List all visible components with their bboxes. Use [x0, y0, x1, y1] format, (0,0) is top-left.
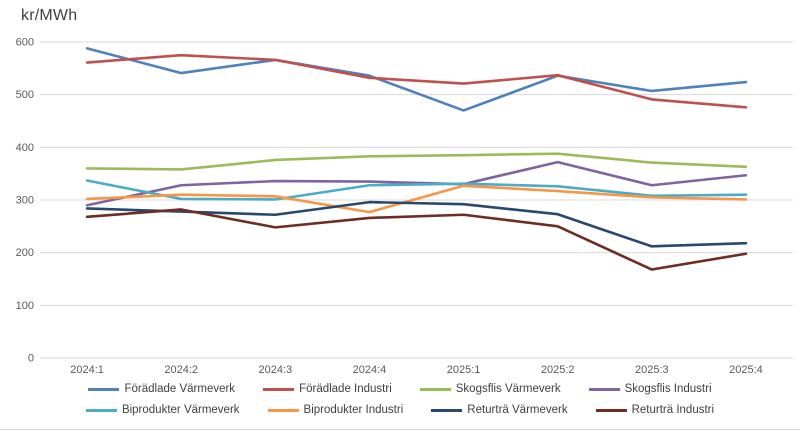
- y-axis-label: 600: [16, 37, 34, 49]
- x-axis-label: 2025:1: [447, 364, 481, 376]
- series-line-returtr-industri: [85, 208, 748, 271]
- legend-line-swatch: [588, 387, 620, 391]
- x-axis-label: 2025:3: [635, 364, 669, 376]
- chart-title: kr/MWh: [21, 7, 78, 24]
- legend-item-f-r-dlade-v-rmeverk: Förädlade Värmeverk: [88, 379, 235, 399]
- legend-label: Skogsflis Värmeverk: [455, 383, 561, 395]
- legend-label: Förädlade Industri: [299, 383, 392, 395]
- legend-label: Skogsflis Industri: [624, 383, 712, 395]
- legend-item-f-r-dlade-industri: Förädlade Industri: [263, 379, 392, 399]
- chart-legend: Förädlade Värmeverk Förädlade Industri Sko…: [0, 379, 800, 420]
- x-axis-label: 2025:4: [729, 364, 763, 376]
- series-line-f-r-dlade-v-rmeverk: [85, 47, 748, 112]
- series-line-skogsflis-v-rmeverk: [85, 152, 748, 171]
- y-axis-label: 300: [16, 195, 34, 207]
- legend-line-swatch: [431, 408, 463, 412]
- legend-label: Returträ Värmeverk: [467, 404, 568, 416]
- y-axis-label: 100: [16, 300, 34, 312]
- legend-item-biprodukter-v-rmeverk: Biprodukter Värmeverk: [85, 400, 240, 420]
- series-line-skogsflis-industri: [85, 160, 748, 207]
- x-axis-label: 2024:4: [353, 364, 387, 376]
- plot-area: 0 100 200 300 400 500 600 2024:1 2024:2 2024:3 202…: [16, 37, 793, 376]
- legend-line-swatch: [595, 408, 627, 412]
- chart-bottom-border: [0, 429, 800, 430]
- series-line-returtr-v-rmeverk: [85, 200, 748, 248]
- legend-item-skogsflis-v-rmeverk: Skogsflis Värmeverk: [419, 379, 561, 399]
- legend-line-swatch: [85, 408, 117, 412]
- x-axis-label: 2025:2: [541, 364, 575, 376]
- legend-item-skogsflis-industri: Skogsflis Industri: [588, 379, 712, 399]
- legend-label: Biprodukter Värmeverk: [121, 404, 240, 416]
- y-axis-label: 200: [16, 247, 34, 259]
- legend-label: Biprodukter Industri: [303, 404, 404, 416]
- legend-line-swatch: [419, 387, 451, 391]
- legend-label: Returträ Industri: [631, 404, 715, 416]
- x-axis-label: 2024:1: [70, 364, 104, 376]
- x-axis-label: 2024:2: [164, 364, 198, 376]
- legend-item-returtr-industri: Returträ Industri: [595, 400, 715, 420]
- legend-line-swatch: [267, 408, 299, 412]
- legend-row: Biprodukter Värmeverk Biprodukter Industr…: [72, 400, 728, 420]
- y-axis-label: 0: [28, 353, 34, 365]
- series-line-f-r-dlade-industri: [85, 53, 748, 109]
- series-line-biprodukter-industri: [85, 184, 748, 214]
- legend-label: Förädlade Värmeverk: [124, 383, 236, 395]
- series-line-biprodukter-v-rmeverk: [85, 179, 748, 201]
- legend-line-swatch: [263, 387, 295, 391]
- legend-item-biprodukter-industri: Biprodukter Industri: [267, 400, 404, 420]
- y-axis-label: 500: [16, 89, 34, 101]
- x-axis-label: 2024:3: [258, 364, 292, 376]
- legend-row: Förädlade Värmeverk Förädlade Industri Sko…: [74, 379, 725, 399]
- y-axis-label: 400: [16, 142, 34, 154]
- legend-line-swatch: [88, 387, 120, 391]
- legend-item-returtr-v-rmeverk: Returträ Värmeverk: [431, 400, 568, 420]
